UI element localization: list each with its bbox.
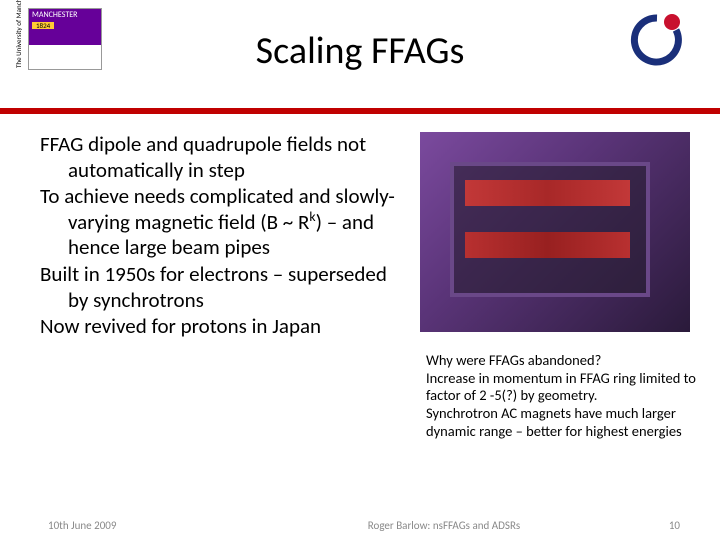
photo-caption: Why were FFAGs abandoned? Increase in mo… — [420, 352, 698, 440]
footer-center: Roger Barlow: nsFFAGs and ADSRs — [268, 519, 620, 532]
para-1: FFAG dipole and quadrupole fields not au… — [40, 132, 410, 183]
footer-page: 10 — [620, 519, 680, 532]
slide-footer: 10th June 2009 Roger Barlow: nsFFAGs and… — [0, 519, 720, 532]
slide-header: MANCHESTER 1824 The University of Manche… — [0, 0, 720, 108]
caption-line2: Increase in momentum in FFAG ring limite… — [426, 369, 696, 405]
caption-line1: Why were FFAGs abandoned? — [426, 351, 601, 369]
cockcroft-logo — [620, 10, 694, 68]
logo-year: 1824 — [32, 22, 54, 30]
slide-content: FFAG dipole and quadrupole fields not au… — [0, 114, 720, 440]
logo-name: MANCHESTER — [32, 10, 77, 20]
logo-vertical-text: The University of Manchester — [14, 0, 23, 68]
footer-date: 10th June 2009 — [48, 519, 268, 532]
caption-line3: Synchrotron AC magnets have much larger … — [426, 404, 682, 440]
manchester-logo: MANCHESTER 1824 — [28, 8, 102, 70]
slide-title: Scaling FFAGs — [0, 0, 720, 74]
para-3: Built in 1950s for electrons – supersede… — [40, 262, 410, 313]
para-2: To achieve needs complicated and slowly-… — [40, 184, 410, 261]
main-text: FFAG dipole and quadrupole fields not au… — [40, 132, 410, 440]
magnet-photo — [420, 132, 690, 332]
para-4: Now revived for protons in Japan — [40, 314, 410, 340]
right-column: Why were FFAGs abandoned? Increase in mo… — [410, 132, 698, 440]
